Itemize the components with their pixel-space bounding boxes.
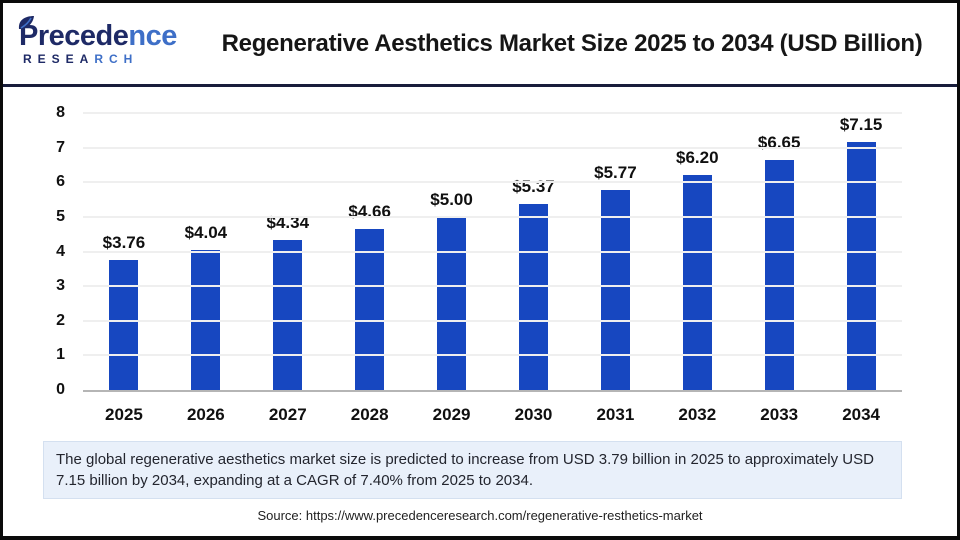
gridline <box>83 112 902 114</box>
bar-2031 <box>600 190 630 390</box>
bar-2033 <box>764 159 794 390</box>
source-line: Source: https://www.precedenceresearch.c… <box>257 508 703 523</box>
bar-2029 <box>437 216 467 390</box>
bar-column-2032: $6.20 <box>656 113 738 390</box>
y-axis: 0 1 2 3 4 5 6 7 8 <box>3 105 65 398</box>
bar-value-label: $5.00 <box>430 189 473 209</box>
header: Precedence RESEARCH Regenerative Aesthet… <box>3 3 957 87</box>
logo-wordmark-light: nce <box>128 20 177 52</box>
logo-wordmark: Precedence <box>19 22 197 51</box>
gridline <box>83 285 902 288</box>
logo-subtitle-light: RCH <box>94 52 139 66</box>
plot-area: $3.76 $4.04 $4.34 $4.66 $5.00 $5.37 $5.77 $6.20… <box>83 112 902 392</box>
bar-2030 <box>518 204 548 390</box>
logo-subtitle-dark: RESEA <box>23 52 95 66</box>
bar-value-label: $6.65 <box>757 132 801 152</box>
bar-column-2029: $5.00 <box>411 113 493 390</box>
bar-value-label: $4.66 <box>348 201 391 221</box>
gridline <box>83 250 902 253</box>
y-tick-label: 0 <box>56 381 65 398</box>
gridline <box>83 146 902 149</box>
bar-column-2030: $5.37 <box>493 113 575 390</box>
x-tick-label-2032: 2032 <box>678 405 717 424</box>
x-tick-label-2031: 2031 <box>596 405 635 424</box>
bar-column-2031: $5.77 <box>574 113 656 390</box>
x-tick-label-2027: 2027 <box>268 405 307 424</box>
y-tick-label: 6 <box>56 173 65 191</box>
y-tick-label: 8 <box>56 104 65 121</box>
x-tick-label-2026: 2026 <box>186 405 225 424</box>
summary-note: The global regenerative aesthetics marke… <box>43 441 902 499</box>
bar-value-label: $4.04 <box>184 223 228 243</box>
precedence-research-logo: Precedence RESEARCH <box>18 16 197 65</box>
bar-value-label: $3.76 <box>102 232 146 252</box>
x-tick-label-2034: 2034 <box>842 405 881 424</box>
x-tick-label-2028: 2028 <box>350 405 389 424</box>
bar-value-label: $5.37 <box>512 177 555 197</box>
x-axis: 2025 2026 2027 2028 2029 2030 2031 2032 2033 2034 <box>83 405 902 425</box>
bar-column-2025: $3.76 <box>83 113 165 390</box>
bar-2028 <box>355 228 385 390</box>
logo-wordmark-dark: Precede <box>19 20 129 52</box>
logo-subtitle: RESEARCH <box>23 53 197 65</box>
bar-2032 <box>682 175 712 390</box>
y-tick-label: 4 <box>56 242 65 260</box>
leaf-icon <box>17 15 35 35</box>
y-tick-label: 3 <box>56 277 65 295</box>
x-tick-label-2030: 2030 <box>514 405 553 424</box>
y-tick-label: 1 <box>56 346 65 364</box>
x-tick-label-2029: 2029 <box>432 405 471 424</box>
gridline <box>83 319 902 322</box>
bar-value-label: $6.20 <box>676 148 719 168</box>
bar-value-label: $5.77 <box>594 163 637 183</box>
x-tick-label-2033: 2033 <box>760 405 799 424</box>
gridline <box>83 215 902 218</box>
bar-value-label: $7.15 <box>839 115 883 135</box>
y-tick-label: 7 <box>56 138 65 156</box>
page-title: Regenerative Aesthetics Market Size 2025… <box>221 29 923 57</box>
y-tick-label: 2 <box>56 311 65 329</box>
bar-2025 <box>109 259 139 390</box>
bar-column-2034: $7.15 <box>820 113 902 390</box>
gridline <box>83 181 902 184</box>
gridline <box>83 354 902 357</box>
bar-2034 <box>846 142 876 390</box>
x-tick-label-2025: 2025 <box>105 405 143 424</box>
y-tick-label: 5 <box>56 207 65 225</box>
bar-2027 <box>273 239 303 390</box>
